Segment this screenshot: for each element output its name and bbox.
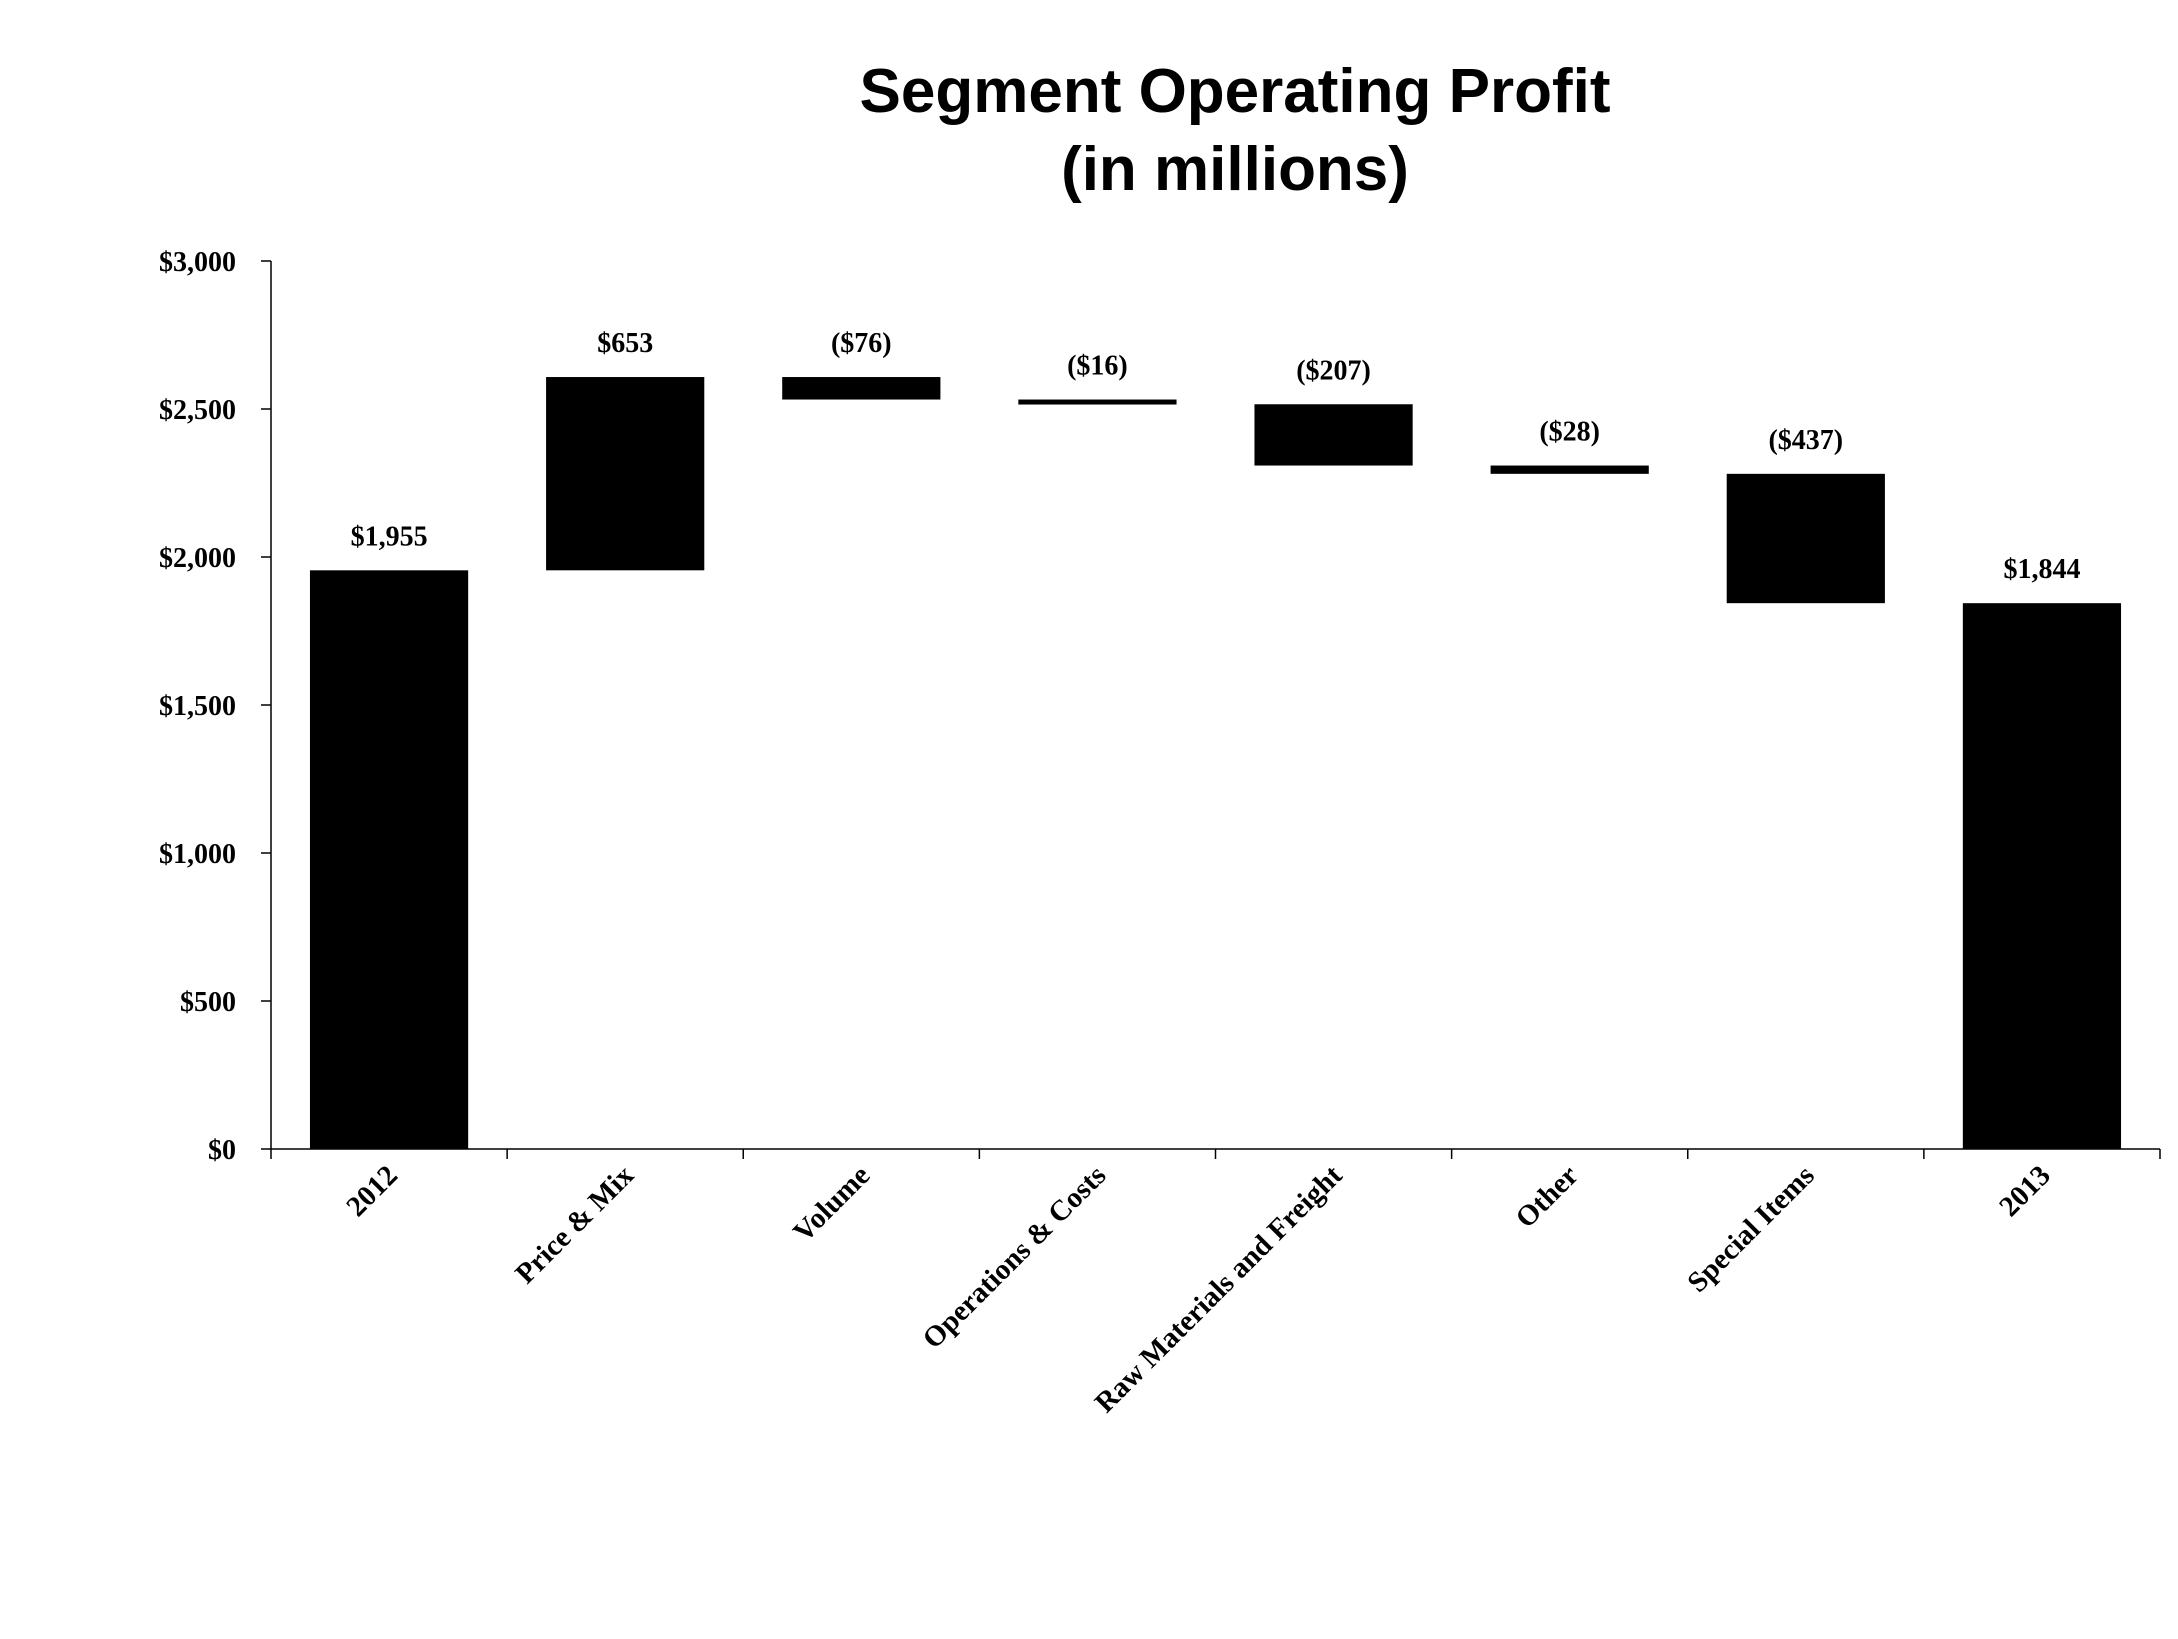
bar-2: [782, 377, 941, 400]
category-label: 2012: [340, 1159, 404, 1223]
data-label: ($16): [1067, 351, 1128, 382]
chart-title-line-1: Segment Operating Profit: [860, 57, 1611, 126]
y-tick-label: $2,500: [159, 395, 236, 426]
category-label: Volume: [787, 1159, 876, 1248]
category-label: Special Items: [1681, 1159, 1820, 1298]
category-label: Raw Materials and Freight: [1089, 1159, 1349, 1419]
data-label: ($76): [831, 328, 892, 359]
y-tick-label: $3,000: [159, 247, 236, 278]
bar-5: [1490, 465, 1649, 474]
y-tick-label: $500: [180, 987, 236, 1018]
bar-3: [1018, 399, 1177, 405]
data-label: ($28): [1539, 417, 1600, 448]
data-label: $1,844: [2003, 554, 2080, 585]
bar-4: [1254, 404, 1413, 466]
chart-title-line-2: (in millions): [1061, 135, 1409, 204]
data-label: ($207): [1296, 355, 1371, 386]
data-label: $1,955: [351, 521, 428, 552]
bar-6: [1726, 473, 1885, 604]
bar-7: [1962, 603, 2122, 1149]
y-tick-label: $1,000: [159, 839, 236, 870]
y-tick-label: $1,500: [159, 691, 236, 722]
y-tick-label: $2,000: [159, 543, 236, 574]
data-label: ($437): [1768, 425, 1843, 456]
category-label: Price & Mix: [509, 1159, 640, 1290]
bar-1: [546, 377, 705, 571]
y-tick-label: $0: [208, 1135, 236, 1166]
category-label: 2013: [1993, 1159, 2057, 1223]
bar-0: [309, 570, 469, 1149]
category-label: Other: [1510, 1159, 1585, 1234]
category-label: Operations & Costs: [917, 1159, 1113, 1355]
data-label: $653: [597, 328, 653, 359]
